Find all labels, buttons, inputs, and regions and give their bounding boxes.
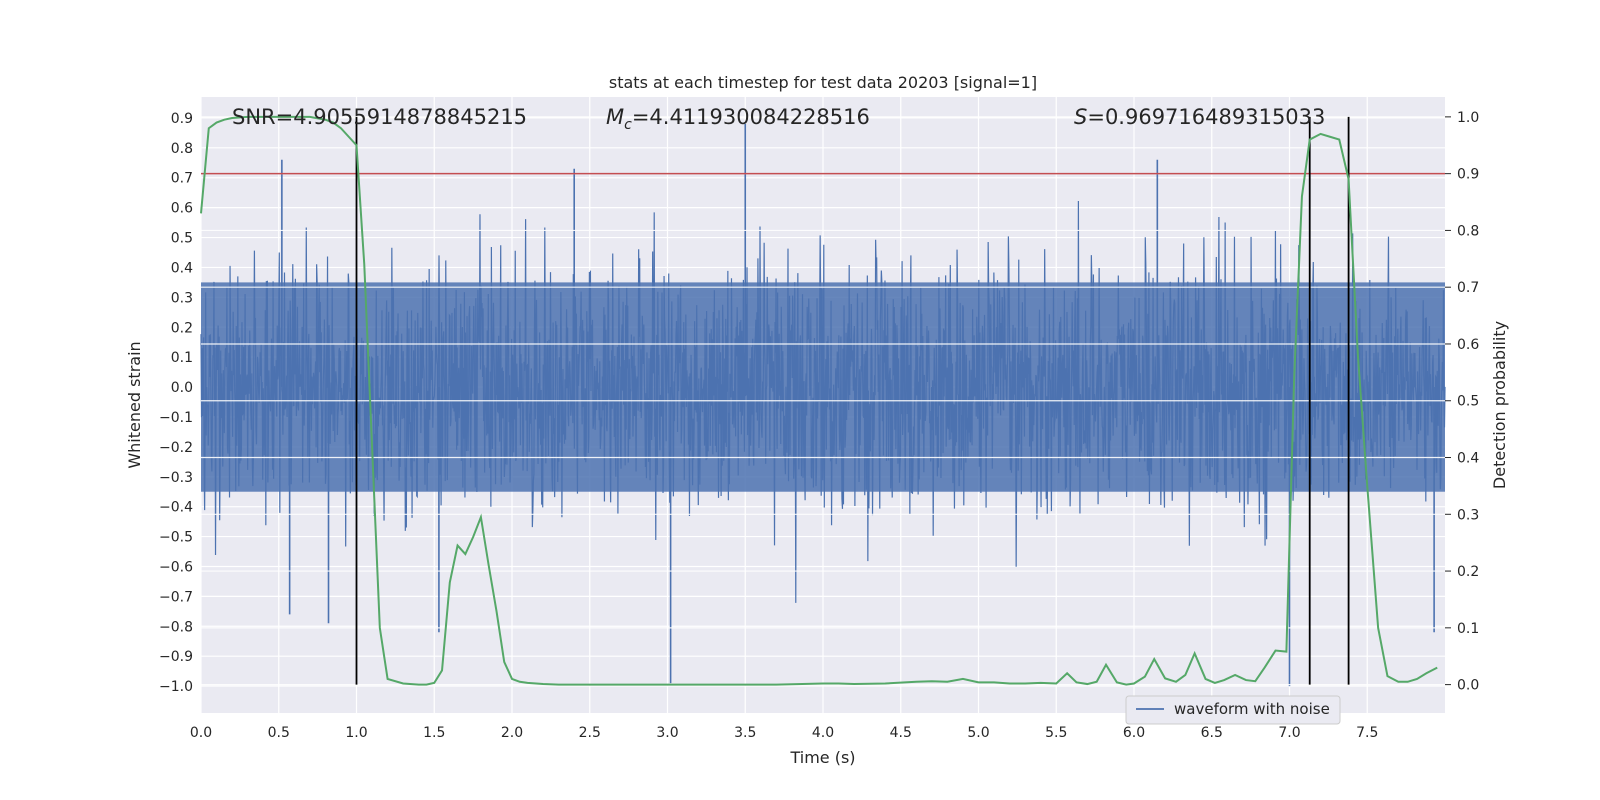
y-right-tick-label: 0.1 — [1457, 621, 1479, 637]
x-tick-label: 5.5 — [1045, 725, 1067, 741]
y-left-tick-label: 0.6 — [171, 201, 193, 217]
y-right-tick-label: 1.0 — [1457, 110, 1479, 126]
y-left-tick-label: 0.4 — [171, 260, 193, 276]
x-tick-label: 5.0 — [967, 725, 989, 741]
waveform-series — [200, 123, 1446, 687]
x-tick-label: 2.0 — [501, 725, 523, 741]
y-left-tick-label: −0.7 — [159, 589, 193, 605]
x-tick-label: 2.5 — [579, 725, 601, 741]
x-tick-label: 6.0 — [1123, 725, 1145, 741]
x-tick-label: 7.0 — [1278, 725, 1300, 741]
legend: waveform with noise — [1125, 695, 1341, 725]
chirp-mass-symbol: M — [606, 105, 624, 129]
detection-probability-line — [200, 115, 1438, 686]
y-left-tick-label: 0.7 — [171, 171, 193, 187]
waveform-core-band — [201, 282, 1445, 492]
y-right-tick-label: 0.4 — [1457, 451, 1479, 467]
y-left-tick-label: −0.9 — [159, 649, 193, 665]
y-left-tick-label: −1.0 — [159, 679, 193, 695]
y-left-tick-label: 0.8 — [171, 141, 193, 157]
y-axis-left-title: Whitened strain — [125, 341, 144, 468]
y-left-tick-label: −0.4 — [159, 500, 193, 516]
y-left-tick-label: 0.1 — [171, 350, 193, 366]
chirp-mass-annotation: Mc=4.411930084228516 — [606, 105, 870, 133]
reference-lines — [201, 116, 1445, 686]
y-left-tick-label: 0.2 — [171, 320, 193, 336]
y-left-tick-label: 0.9 — [171, 111, 193, 127]
x-tick-label: 7.5 — [1356, 725, 1378, 741]
x-axis-title: Time (s) — [789, 748, 855, 767]
legend-box — [1125, 695, 1341, 725]
y-left-tick-label: −0.6 — [159, 559, 193, 575]
y-left-tick-label: 0.3 — [171, 290, 193, 306]
chirp-mass-subscript: c — [624, 117, 632, 133]
y-right-tick-label: 0.7 — [1457, 280, 1479, 296]
x-tick-label: 0.5 — [268, 725, 290, 741]
y-right-tick-label: 0.0 — [1457, 678, 1479, 694]
score-value: =0.969716489315033 — [1087, 105, 1325, 129]
y-left-tick-label: −0.3 — [159, 470, 193, 486]
y-axis-right-title: Detection probability — [1490, 321, 1509, 489]
y-right-tick-label: 0.5 — [1457, 394, 1479, 410]
score-symbol: S — [1074, 105, 1087, 129]
chirp-mass-value: =4.411930084228516 — [632, 105, 870, 129]
x-tick-label: 4.0 — [812, 725, 834, 741]
y-left-tick-label: −0.5 — [159, 530, 193, 546]
y-left-tick-label: −0.2 — [159, 440, 193, 456]
y-right-tick-label: 0.9 — [1457, 167, 1479, 183]
y-left-tick-label: −0.1 — [159, 410, 193, 426]
x-tick-label: 3.0 — [656, 725, 678, 741]
y-left-tick-label: 0.0 — [171, 380, 193, 396]
axes: 0.0 0.5 1.0 1.5 2.0 2.5 3.0 3.5 4.0 4.5 5.0 5.5 6.0 6… — [159, 110, 1479, 741]
x-tick-label: 3.5 — [734, 725, 756, 741]
y-right-tick-label: 0.8 — [1457, 223, 1479, 239]
legend-label: waveform with noise — [1174, 700, 1330, 718]
x-tick-label: 1.0 — [345, 725, 367, 741]
y-left-tick-label: 0.5 — [171, 231, 193, 247]
snr-annotation: SNR=4.9055914878845215 — [232, 105, 527, 129]
x-tick-label: 0.0 — [190, 725, 212, 741]
y-right-tick-label: 0.2 — [1457, 564, 1479, 580]
detection-probability-series — [200, 115, 1438, 686]
y-left-tick-label: −0.8 — [159, 619, 193, 635]
x-tick-label: 1.5 — [423, 725, 445, 741]
y-right-tick-label: 0.6 — [1457, 337, 1479, 353]
score-annotation: S=0.969716489315033 — [1074, 105, 1325, 129]
chart-title: stats at each timestep for test data 202… — [609, 73, 1037, 92]
x-tick-label: 4.5 — [890, 725, 912, 741]
y-right-tick-label: 0.3 — [1457, 507, 1479, 523]
x-tick-label: 6.5 — [1201, 725, 1223, 741]
